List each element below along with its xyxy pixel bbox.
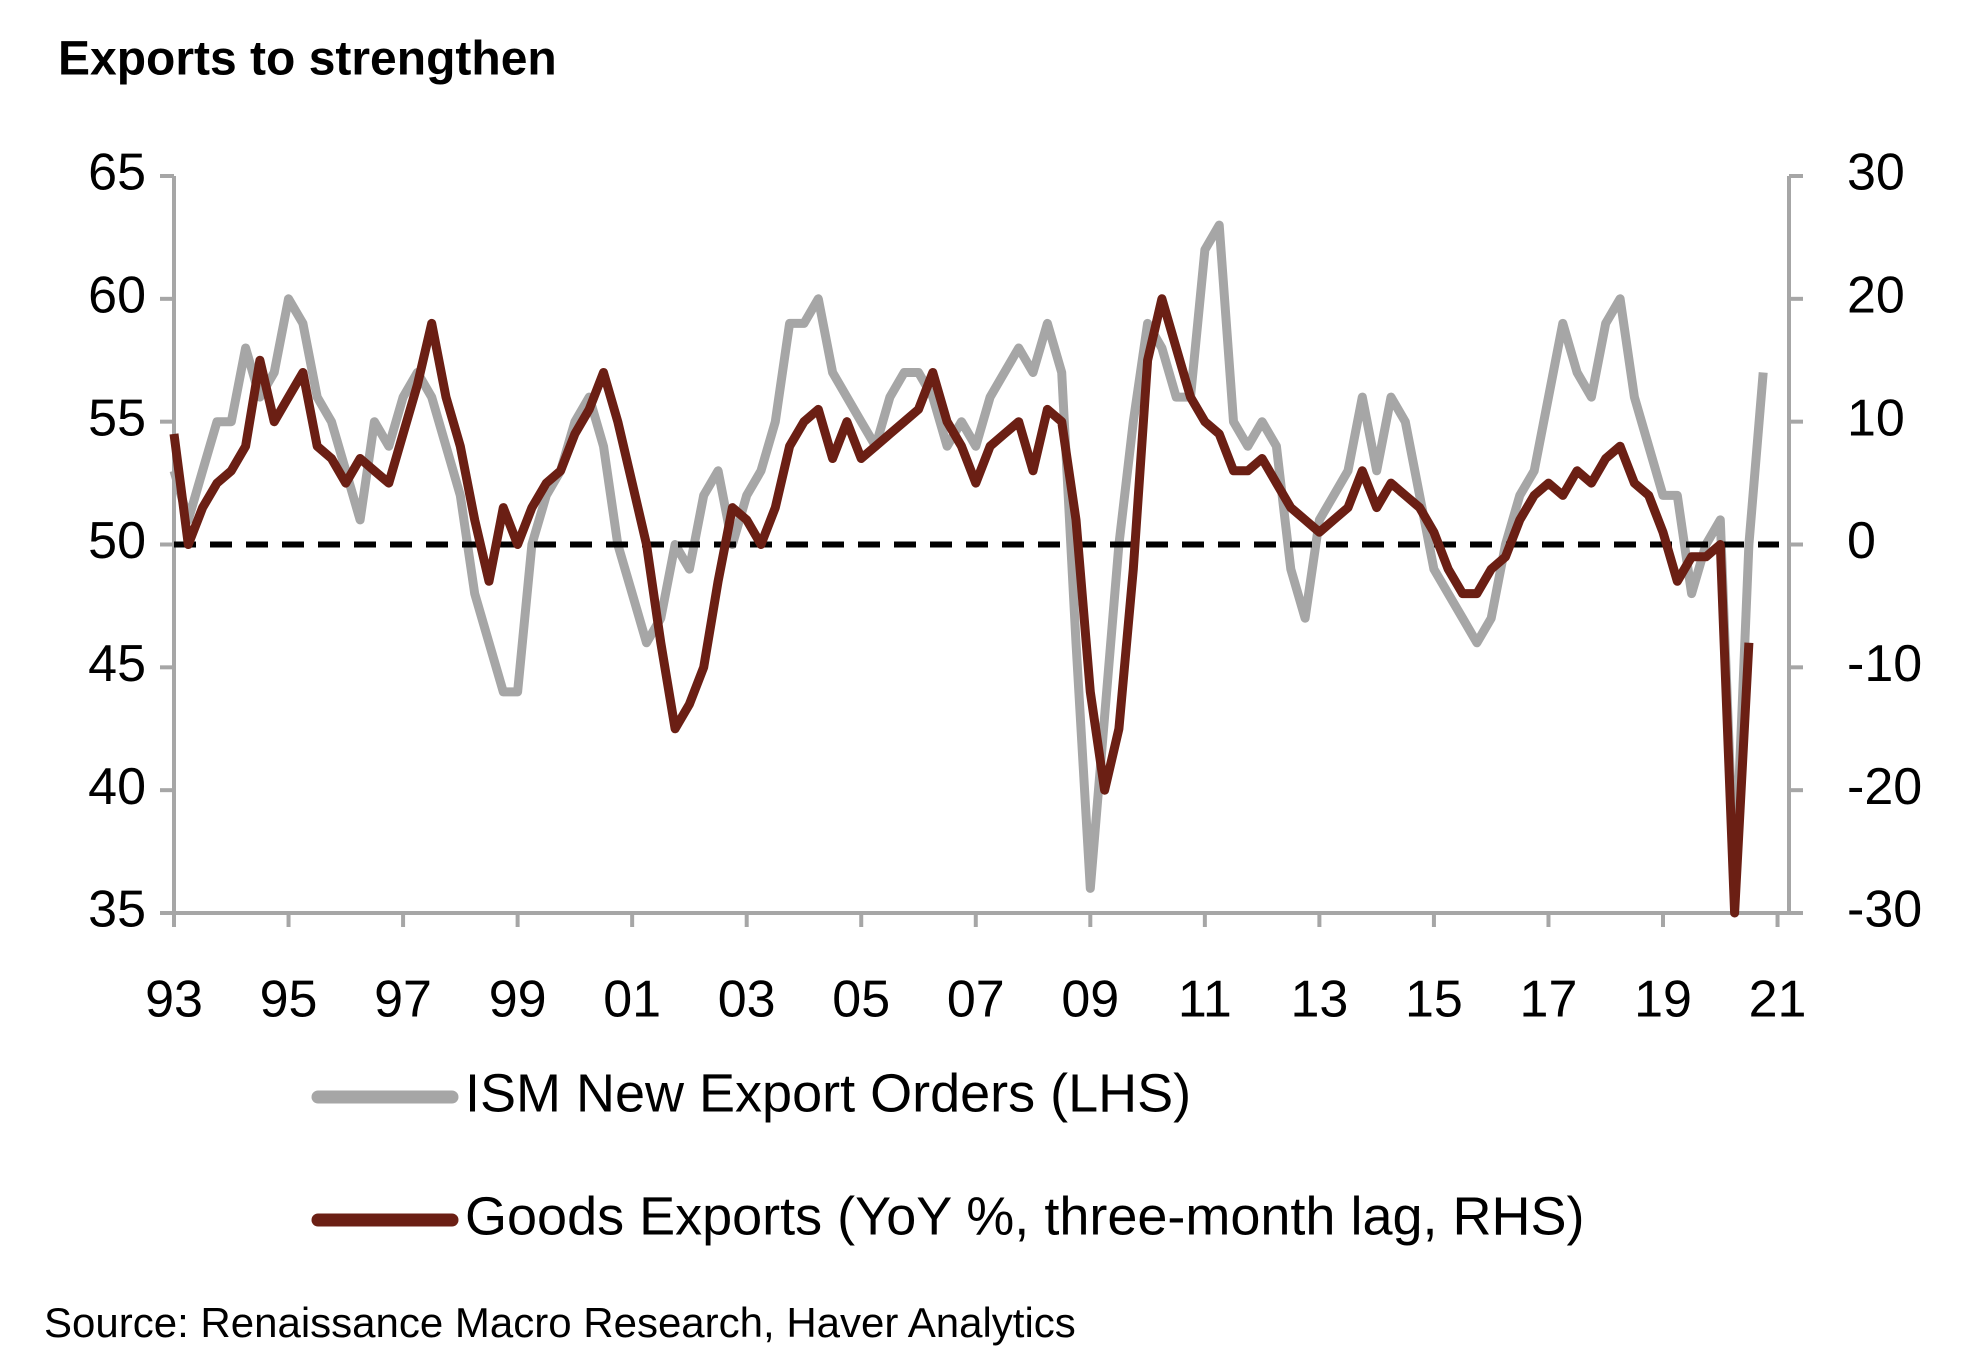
x-tick-label: 03 — [718, 971, 776, 1029]
y-tick-label: 55 — [88, 389, 146, 447]
x-tick-label: 21 — [1749, 971, 1807, 1029]
x-tick-label: 97 — [374, 971, 432, 1029]
y-tick-label: 40 — [88, 758, 146, 816]
y2-tick-label: -10 — [1847, 635, 1922, 693]
y2-tick-label: -30 — [1847, 881, 1922, 939]
x-tick-label: 13 — [1290, 971, 1348, 1029]
data-line — [169, 294, 1754, 918]
y-tick-label: 35 — [88, 881, 146, 939]
chart-title: Exports to strengthen — [58, 33, 557, 86]
source-note: Source: Renaissance Macro Research, Have… — [44, 1299, 1076, 1346]
y2-tick-label: 0 — [1847, 512, 1876, 570]
x-tick-label: 09 — [1061, 971, 1119, 1029]
x-tick-label: 11 — [1178, 971, 1232, 1029]
x-tick-label: 01 — [603, 971, 661, 1029]
legend-label: ISM New Export Orders (LHS) — [465, 1063, 1191, 1123]
y-tick-label: 60 — [88, 267, 146, 325]
x-tick-label: 99 — [489, 971, 547, 1029]
y-tick-label: 45 — [88, 635, 146, 693]
y-tick-label: 50 — [88, 512, 146, 570]
legend-label: Goods Exports (YoY %, three-month lag, R… — [465, 1186, 1585, 1246]
x-tick-label: 15 — [1405, 971, 1463, 1029]
data-line — [169, 220, 1768, 893]
y2-tick-label: 20 — [1847, 267, 1905, 325]
y2-tick-label: -20 — [1847, 758, 1922, 816]
x-tick-label: 19 — [1634, 971, 1692, 1029]
x-tick-label: 05 — [832, 971, 890, 1029]
x-tick-label: 07 — [947, 971, 1005, 1029]
x-tick-label: 93 — [145, 971, 203, 1029]
y-tick-label: 65 — [88, 144, 146, 202]
x-tick-label: 95 — [260, 971, 318, 1029]
y2-tick-label: 30 — [1847, 144, 1905, 202]
y2-tick-label: 10 — [1847, 389, 1905, 447]
x-tick-label: 17 — [1520, 971, 1578, 1029]
